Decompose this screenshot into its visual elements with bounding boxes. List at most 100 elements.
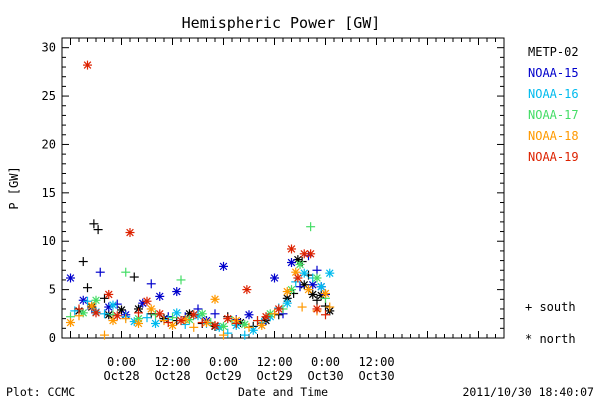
x-tick-date: Oct30: [358, 369, 394, 383]
data-point-metp-02: [289, 288, 299, 298]
x-tick-time: 0:00: [311, 355, 340, 369]
y-tick-label: 10: [42, 234, 56, 248]
data-point-metp-02: [117, 305, 126, 315]
data-point-noaa-16: [316, 282, 326, 292]
data-point-noaa-18: [297, 302, 307, 312]
x-tick-time: 12:00: [358, 355, 394, 369]
data-point-noaa-15: [210, 309, 220, 319]
data-point-noaa-16: [223, 328, 233, 338]
data-point-noaa-15: [244, 310, 254, 320]
data-point-noaa-15: [295, 282, 305, 292]
data-point-noaa-19: [176, 316, 186, 326]
x-tick-time: 0:00: [209, 355, 238, 369]
data-point-metp-02: [129, 272, 139, 282]
data-point-noaa-15: [146, 279, 156, 289]
data-point-noaa-15: [219, 261, 228, 271]
y-axis-label: P [GW]: [7, 166, 21, 209]
data-point-noaa-15: [270, 273, 279, 283]
footer-timestamp: 2011/10/30 18:40:07: [462, 385, 594, 399]
data-point-noaa-18: [291, 267, 301, 277]
data-point-metp-02: [93, 225, 103, 235]
legend-markers: + south * north: [525, 300, 576, 346]
data-point-noaa-19: [210, 320, 220, 330]
data-point-metp-02: [312, 295, 322, 305]
chart-title: Hemispheric Power [GW]: [182, 14, 381, 32]
data-point-noaa-19: [142, 296, 152, 306]
data-point-noaa-17: [168, 313, 177, 323]
data-point-noaa-19: [163, 318, 173, 328]
data-point-noaa-18: [282, 287, 292, 297]
data-point-noaa-19: [287, 244, 296, 254]
y-tick-label: 25: [42, 89, 56, 103]
data-point-noaa-19: [293, 273, 303, 283]
data-point-noaa-19: [83, 60, 92, 70]
data-point-noaa-16: [325, 268, 335, 278]
footer-credit: Plot: CCMC: [6, 385, 75, 399]
data-point-noaa-16: [299, 268, 309, 278]
data-point-noaa-15: [155, 291, 165, 301]
x-tick-date: Oct30: [307, 369, 343, 383]
data-point-noaa-18: [146, 304, 156, 314]
data-point-noaa-15: [172, 287, 182, 297]
data-point-noaa-15: [95, 267, 105, 277]
data-point-noaa-18: [304, 285, 313, 295]
x-tick-date: Oct29: [256, 369, 292, 383]
data-point-noaa-19: [312, 304, 322, 314]
data-point-noaa-17: [121, 267, 131, 277]
data-point-noaa-19: [104, 289, 114, 299]
x-axis-label: Date and Time: [238, 385, 328, 399]
x-tick-date: Oct28: [154, 369, 190, 383]
data-point-noaa-19: [155, 309, 165, 319]
data-point-noaa-19: [321, 310, 330, 320]
data-point-metp-02: [89, 219, 99, 229]
data-point-noaa-18: [134, 318, 143, 328]
data-point-metp-02: [78, 257, 88, 267]
legend-noaa-18: NOAA-18: [528, 129, 579, 143]
data-point-noaa-16: [83, 296, 92, 306]
data-point-noaa-19: [261, 312, 271, 322]
data-point-noaa-19: [112, 311, 122, 321]
legend-noaa-17: NOAA-17: [528, 108, 579, 122]
data-point-noaa-15: [287, 258, 296, 268]
data-point-noaa-18: [321, 288, 330, 298]
y-tick-label: 20: [42, 137, 56, 151]
data-point-noaa-19: [189, 310, 199, 320]
data-point-noaa-19: [231, 318, 241, 328]
data-point-noaa-16: [240, 330, 250, 340]
data-point-noaa-19: [223, 314, 233, 324]
legend-marker-south: + south: [525, 300, 576, 314]
data-point-noaa-19: [125, 228, 135, 238]
data-point-noaa-18: [244, 322, 254, 332]
data-point-noaa-16: [108, 300, 118, 310]
data-point-noaa-19: [274, 304, 284, 314]
data-point-noaa-15: [66, 273, 75, 283]
data-point-noaa-18: [270, 309, 279, 319]
data-point-noaa-17: [197, 309, 207, 319]
y-tick-label: 30: [42, 41, 56, 55]
data-point-noaa-18: [325, 302, 335, 312]
legend-noaa-16: NOAA-16: [528, 87, 579, 101]
data-point-noaa-19: [242, 285, 252, 295]
data-point-noaa-19: [74, 304, 84, 314]
legend-series: METP-02 NOAA-15 NOAA-16 NOAA-17 NOAA-18 NOAA-…: [528, 45, 579, 164]
data-point-noaa-18: [100, 330, 109, 340]
legend-noaa-19: NOAA-19: [528, 150, 579, 164]
data-points: [66, 60, 335, 340]
data-point-noaa-19: [253, 316, 262, 326]
data-point-noaa-17: [176, 275, 186, 285]
data-point-noaa-15: [312, 265, 322, 275]
data-point-noaa-19: [306, 249, 316, 259]
y-tick-label: 0: [49, 331, 56, 345]
data-point-noaa-18: [121, 314, 131, 324]
x-axis: 0:00Oct2812:00Oct280:00Oct2912:00Oct290:…: [70, 38, 496, 383]
legend-metp-02: METP-02: [528, 45, 579, 59]
plot-area: [61, 37, 505, 339]
data-point-noaa-18: [66, 318, 75, 328]
x-tick-time: 12:00: [256, 355, 292, 369]
data-point-noaa-19: [299, 249, 309, 259]
data-point-noaa-17: [312, 273, 322, 283]
legend-noaa-15: NOAA-15: [528, 66, 579, 80]
data-point-noaa-16: [100, 309, 109, 319]
x-tick-date: Oct28: [103, 369, 139, 383]
